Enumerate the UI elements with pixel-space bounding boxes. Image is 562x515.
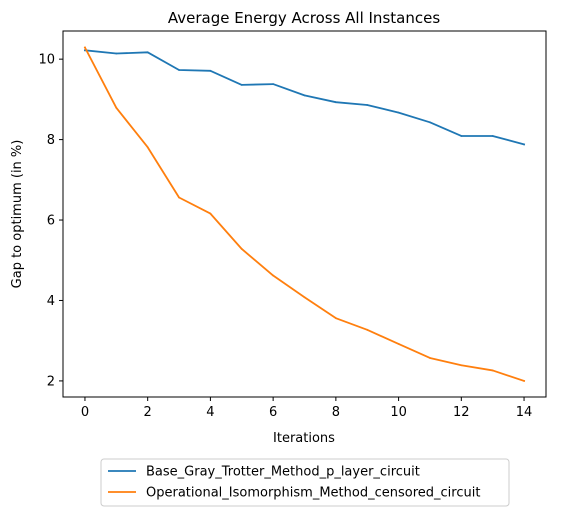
x-tick-label: 8 xyxy=(332,405,340,420)
series-2-point xyxy=(523,380,525,382)
series-1-point xyxy=(178,69,180,71)
series-2-point xyxy=(397,343,400,345)
series-1-point xyxy=(397,111,400,114)
series-1-point xyxy=(491,135,494,137)
x-tick-label: 14 xyxy=(516,405,533,420)
y-tick-label: 2 xyxy=(47,374,55,389)
series-1-point xyxy=(429,121,431,124)
series-2-point xyxy=(460,364,463,367)
series-2-point xyxy=(146,146,149,149)
series-1-point xyxy=(146,51,149,54)
y-tick-label: 8 xyxy=(47,133,55,148)
series-2-point xyxy=(491,369,494,372)
series-1-point xyxy=(209,69,212,72)
legend: Base_Gray_Trotter_Method_p_layer_circuit… xyxy=(100,458,510,507)
series-1-point xyxy=(303,94,306,97)
series-2-point xyxy=(334,317,337,320)
series-layer xyxy=(83,46,526,383)
legend-label-2: Operational_Isomorphism_Method_censored_… xyxy=(146,486,480,501)
series-1-point xyxy=(366,104,369,106)
series-1-point xyxy=(334,101,337,104)
plot-frame xyxy=(62,30,547,398)
x-tick-label: 0 xyxy=(81,405,89,420)
legend-label-1: Base_Gray_Trotter_Method_p_layer_circuit xyxy=(146,465,420,480)
series-2-point xyxy=(303,296,306,299)
chart-title: Average Energy Across All Instances xyxy=(168,9,440,27)
y-axis-ticks: 2 4 6 8 10 xyxy=(38,53,63,389)
x-tick-label: 12 xyxy=(453,405,470,420)
y-tick-label: 10 xyxy=(38,53,55,68)
series-2-point xyxy=(115,106,118,109)
legend-frame xyxy=(100,458,510,507)
series-2-point xyxy=(178,196,180,199)
x-axis-ticks: 0 2 4 6 8 10 12 14 xyxy=(81,397,533,420)
y-axis-label: Gap to optimum (in %) xyxy=(10,140,25,289)
series-2-point xyxy=(366,328,369,331)
x-tick-label: 10 xyxy=(390,405,407,420)
x-tick-label: 2 xyxy=(144,405,152,420)
series-2-point xyxy=(240,248,243,250)
y-tick-label: 4 xyxy=(47,294,55,309)
series-2-point xyxy=(209,212,212,215)
series-1-point xyxy=(523,143,525,146)
series-2-point xyxy=(84,46,86,49)
y-tick-label: 6 xyxy=(47,214,55,229)
series-1-point xyxy=(460,135,463,137)
series-2-point xyxy=(272,274,275,277)
series-2-point xyxy=(429,357,431,359)
x-tick-label: 6 xyxy=(269,405,277,420)
x-axis-label: Iterations xyxy=(273,431,335,446)
x-tick-label: 4 xyxy=(206,405,214,420)
series-1-point xyxy=(240,83,243,86)
series-1-point xyxy=(272,83,275,85)
series-1-point xyxy=(115,52,118,55)
